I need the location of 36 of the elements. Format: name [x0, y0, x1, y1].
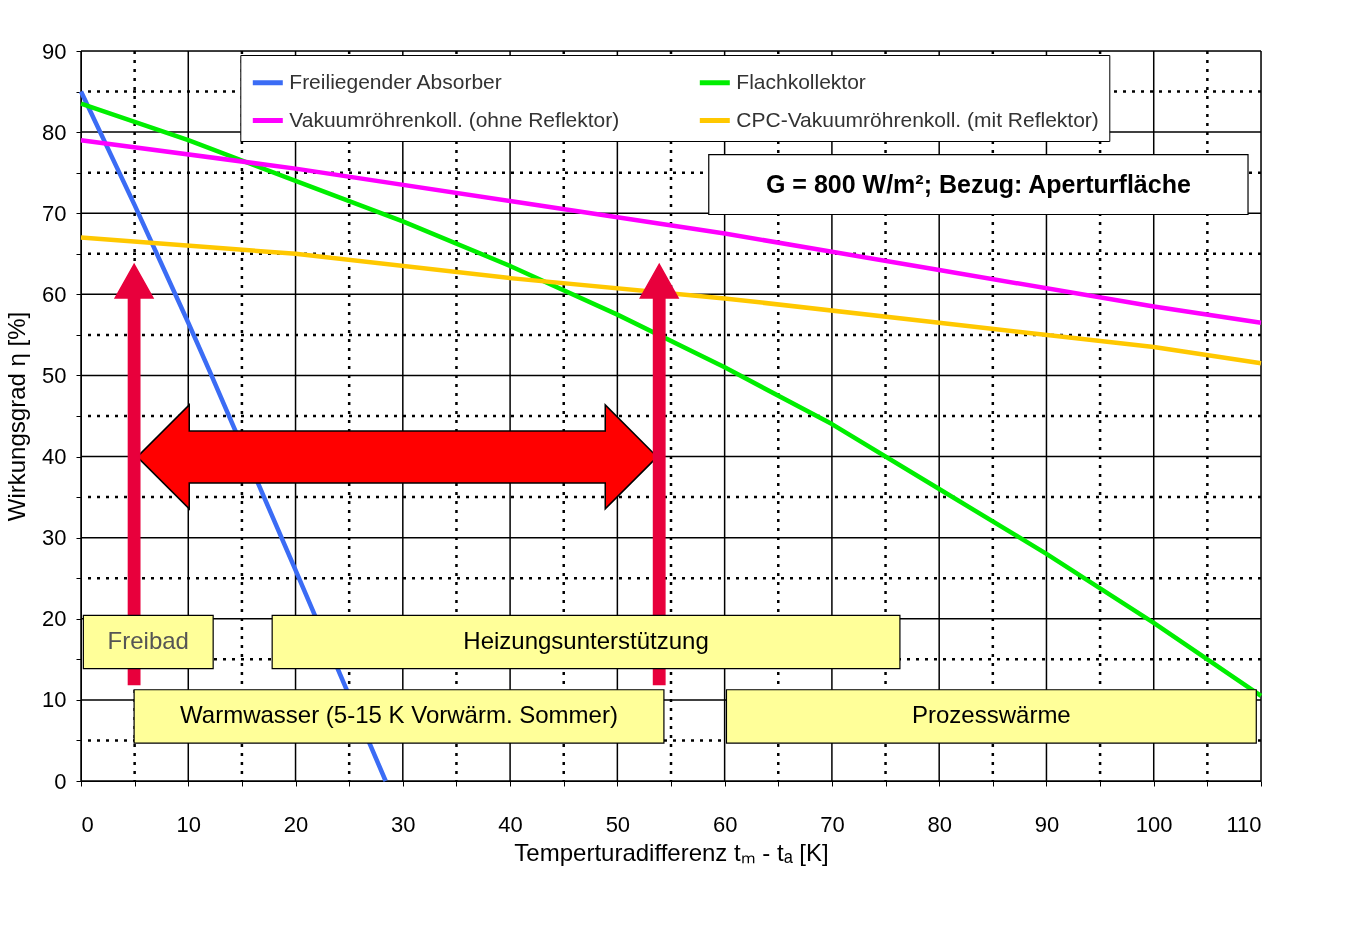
line-series [78, 137, 1264, 325]
y-tick-label: 20 [42, 606, 67, 632]
x-tick-label: 20 [283, 811, 309, 837]
x-axis-title: Temperturadifferenz tₘ - tₐ [K] [514, 838, 829, 866]
x-tick-label: 70 [820, 811, 845, 837]
x-tick-label: 40 [498, 811, 523, 837]
x-tick-label: 80 [927, 811, 952, 837]
legend-label: Vakuumröhrenkoll. (ohne Reflektor) [289, 107, 620, 131]
legend-label: Flachkollektor [736, 69, 866, 93]
legend-label: CPC-Vakuumröhrenkoll. (mit Reflektor) [736, 107, 1099, 131]
y-tick-label: 90 [42, 38, 67, 64]
y-tick-label: 70 [42, 200, 67, 226]
y-tick-label: 40 [42, 444, 67, 470]
x-tick-label: 50 [605, 811, 631, 837]
y-tick-label: 60 [42, 281, 67, 307]
legend-label: Freiliegender Absorber [289, 69, 502, 93]
x-tick-label: 100 [1135, 811, 1173, 837]
annotation: Warmwasser (5-15 K Vorwärm. Sommer) [180, 701, 618, 729]
y-tick-label: 80 [42, 119, 67, 145]
x-tick-label: 10 [176, 811, 202, 837]
x-tick-label: 110 [1226, 811, 1262, 837]
x-tick-label: 90 [1034, 811, 1060, 837]
x-tick-label: 30 [391, 811, 416, 837]
annotation: Prozesswärme [912, 701, 1071, 729]
y-tick-label: 0 [54, 768, 67, 794]
line-series [78, 101, 1264, 699]
annotation: G = 800 W/m²; Bezug: Aperturfläche [765, 169, 1191, 198]
x-tick-label: 60 [712, 811, 738, 837]
line-series [78, 235, 1264, 366]
y-axis-title: Wirkungsgrad η [%] [3, 311, 31, 522]
y-tick-label: 50 [42, 362, 67, 388]
y-tick-label: 10 [42, 687, 67, 713]
annotation: Freibad [107, 626, 189, 654]
x-tick-label: 0 [81, 811, 94, 837]
y-tick-label: 30 [42, 525, 67, 551]
annotation: Heizungsunterstützung [463, 626, 709, 654]
